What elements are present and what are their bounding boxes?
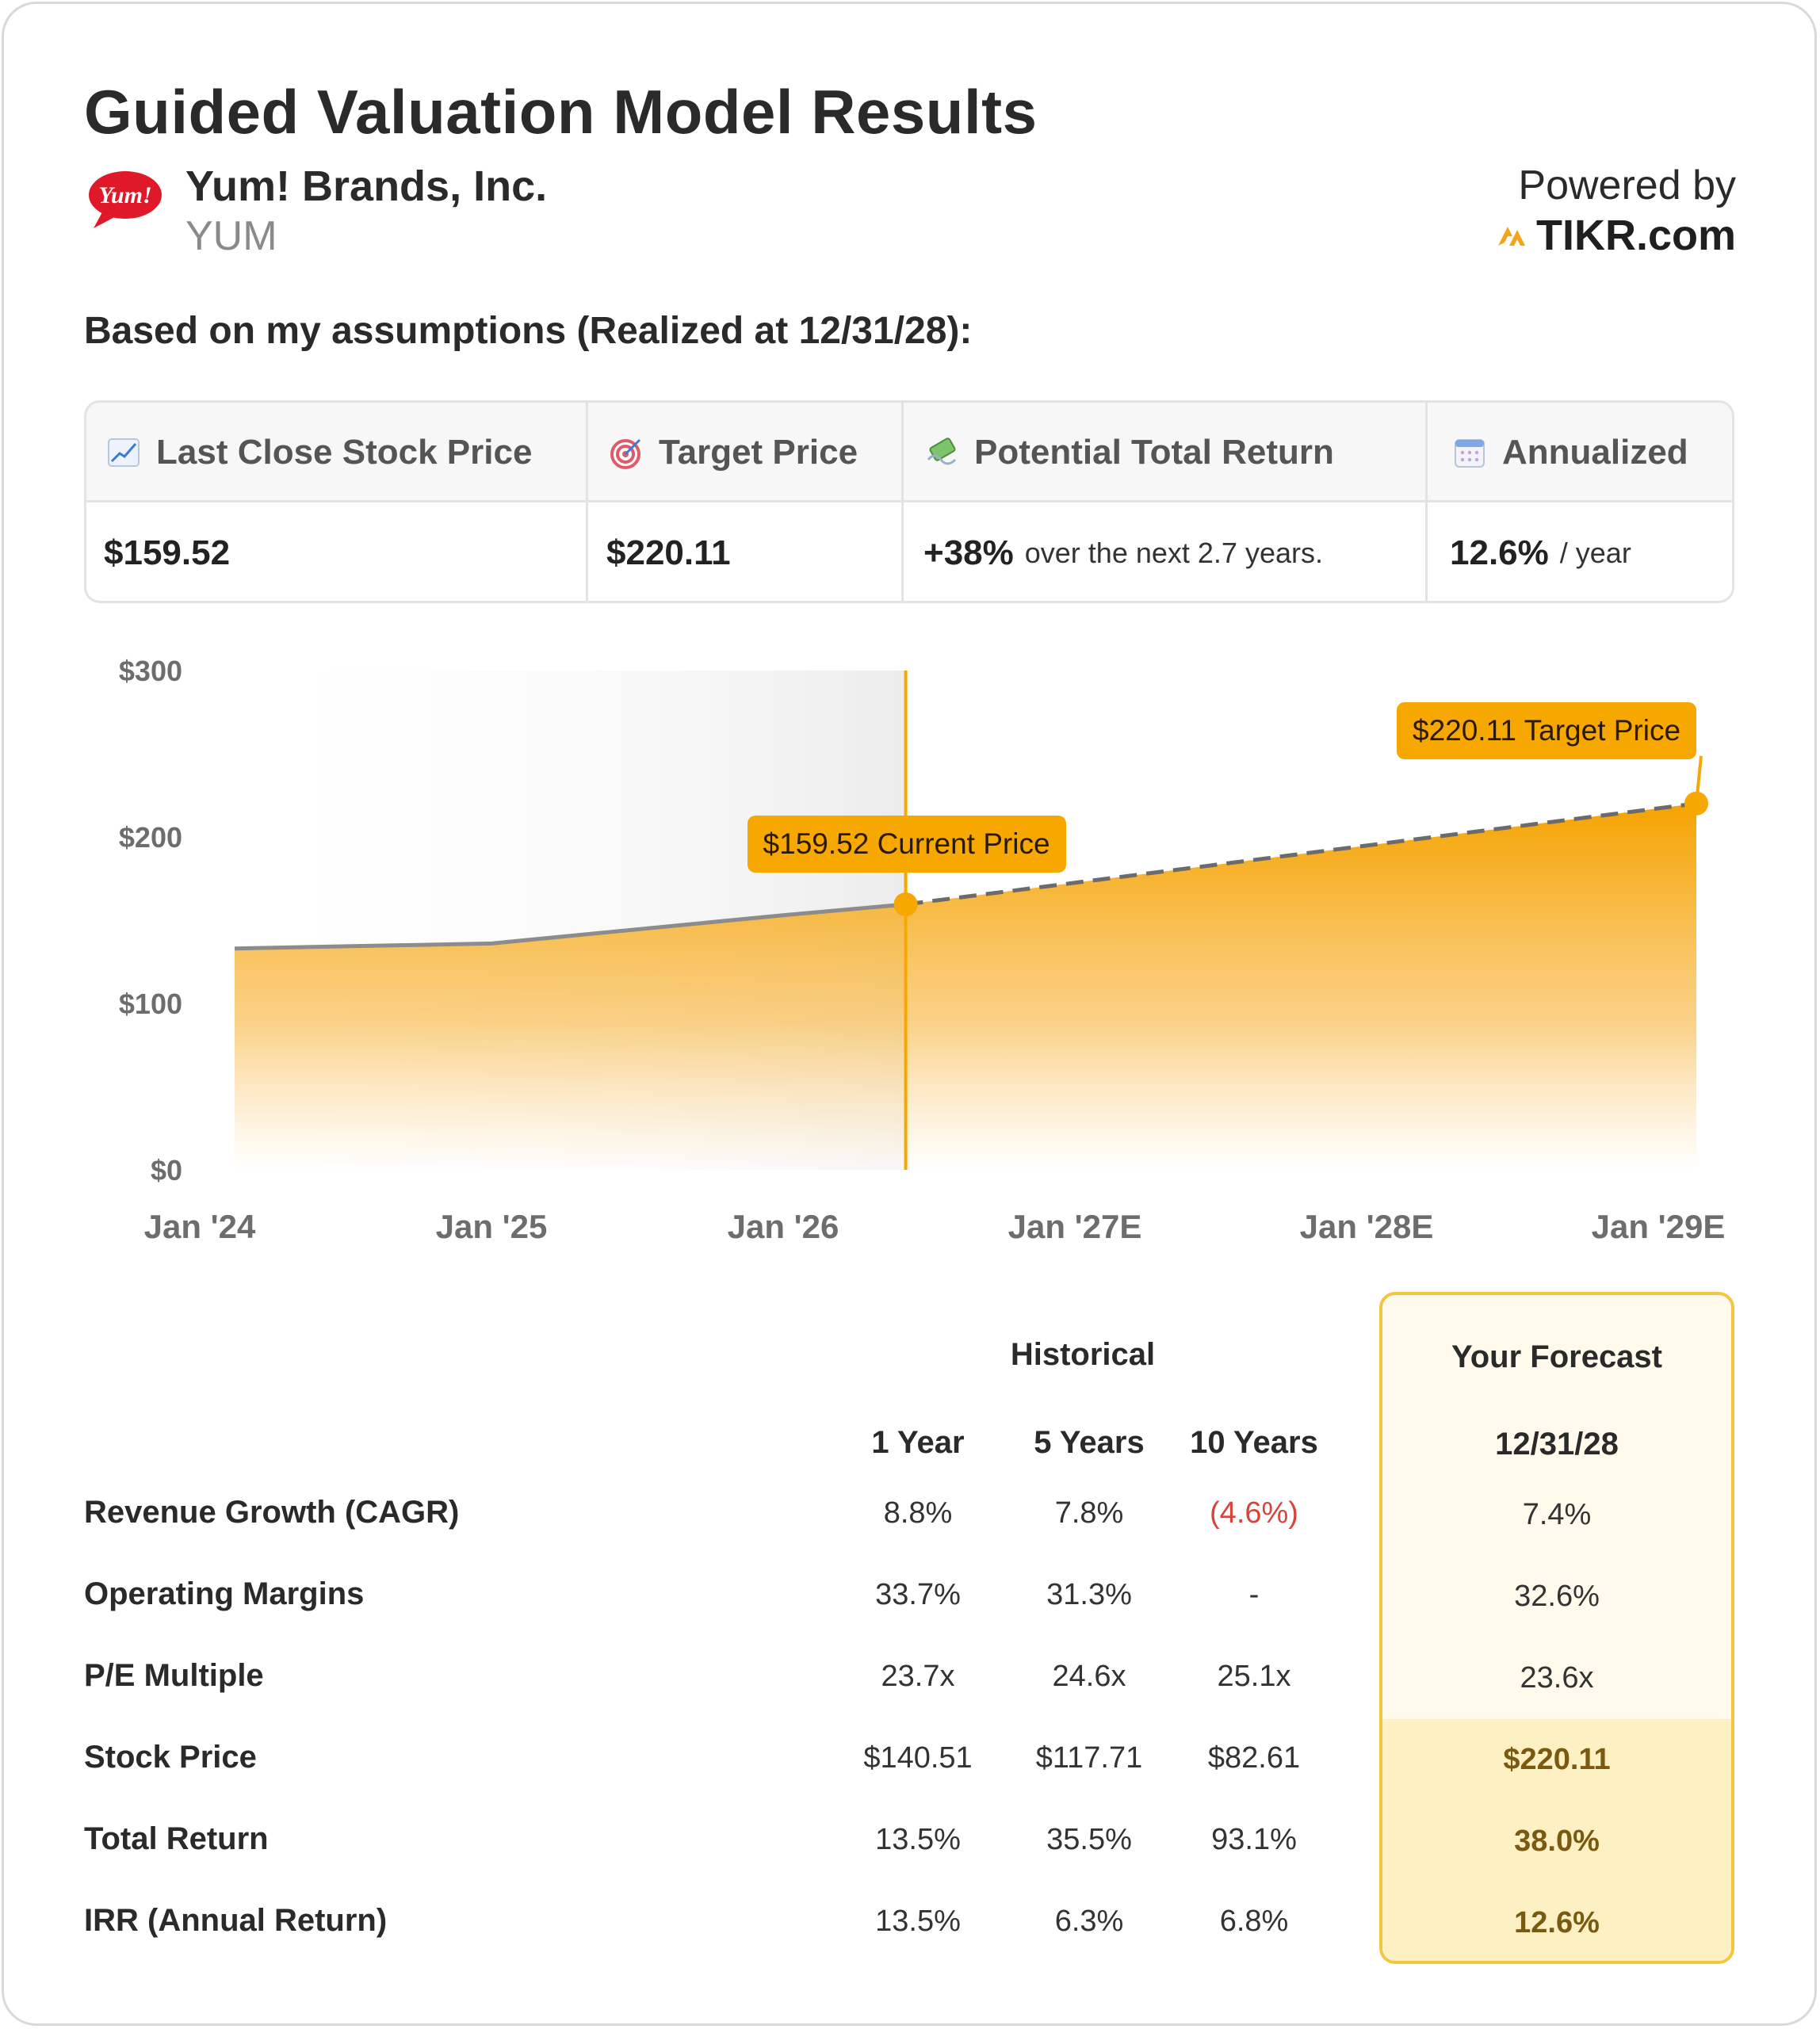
- annualized-percent: 12.6%: [1450, 533, 1549, 572]
- powered-by-label: Powered by: [1518, 162, 1736, 208]
- target-callout-connector: [1695, 755, 1703, 804]
- column-divider: [586, 403, 588, 601]
- chart-increasing-icon: [108, 438, 140, 467]
- header-target-price-label: Target Price: [659, 433, 858, 472]
- x-tick-label: Jan '28E: [1299, 1208, 1434, 1245]
- table-cell: 7.8%: [1054, 1496, 1124, 1530]
- header-potential-return-label: Potential Total Return: [974, 433, 1334, 472]
- x-tick-label: Jan '29E: [1591, 1208, 1726, 1245]
- y-tick-label: $100: [118, 988, 182, 1020]
- value-annualized: 12.6% / year: [1450, 502, 1631, 601]
- svg-text:Yum!: Yum!: [98, 182, 151, 208]
- value-potential-return: +38% over the next 2.7 years.: [923, 502, 1323, 601]
- assumptions-heading: Based on my assumptions (Realized at 12/…: [84, 310, 973, 352]
- forecast-highlight: [1382, 1719, 1731, 1961]
- row-label: Revenue Growth (CAGR): [84, 1495, 460, 1530]
- forecast-price-line: [905, 801, 1697, 907]
- header-potential-return: Potential Total Return: [925, 403, 1334, 502]
- x-tick-label: Jan '24: [143, 1208, 256, 1245]
- col-header-5-years: 5 Years: [1034, 1425, 1145, 1460]
- forecast-cell: 12.6%: [1514, 1906, 1600, 1939]
- historical-group-header: Historical: [1010, 1337, 1156, 1372]
- x-tick-label: Jan '26: [727, 1208, 839, 1245]
- target-price-callout: $220.11 Target Price: [1397, 701, 1697, 759]
- target-price-point: [1684, 791, 1708, 816]
- table-cell: 25.1x: [1217, 1660, 1291, 1693]
- company-ticker: YUM: [185, 213, 277, 259]
- yum-logo: Yum!: [86, 166, 165, 233]
- table-cell: (4.6%): [1210, 1496, 1298, 1530]
- row-label: Total Return: [84, 1821, 269, 1856]
- col-header-1-year: 1 Year: [871, 1425, 965, 1460]
- forecast-cell: 23.6x: [1520, 1661, 1594, 1695]
- table-cell: 33.7%: [875, 1578, 961, 1611]
- table-cell: 24.6x: [1052, 1660, 1126, 1693]
- tikr-logo-icon: [1497, 227, 1525, 246]
- value-target-price: $220.11: [606, 533, 731, 572]
- target-icon: [610, 438, 641, 469]
- row-label: IRR (Annual Return): [84, 1903, 388, 1938]
- table-cell: $82.61: [1207, 1741, 1301, 1775]
- col-header-10-years: 10 Years: [1190, 1425, 1318, 1460]
- table-cell: 31.3%: [1046, 1578, 1132, 1611]
- header-last-close-label: Last Close Stock Price: [156, 433, 533, 472]
- company-name: Yum! Brands, Inc.: [185, 162, 548, 210]
- table-cell: 93.1%: [1211, 1823, 1297, 1856]
- column-divider: [901, 403, 904, 601]
- return-note: over the next 2.7 years.: [1024, 536, 1323, 569]
- price-chart: [0, 634, 1820, 1268]
- y-tick-label: $0: [150, 1154, 182, 1186]
- forecast-cell: 32.6%: [1514, 1580, 1600, 1613]
- table-cell: 8.8%: [883, 1496, 953, 1530]
- row-label: P/E Multiple: [84, 1658, 264, 1693]
- price-chart-svg: [234, 671, 1708, 1170]
- forecast-group-header: Your Forecast: [1451, 1339, 1662, 1374]
- column-divider: [1425, 403, 1428, 601]
- forecast-cell: $220.11: [1503, 1743, 1611, 1776]
- table-cell: 6.3%: [1054, 1905, 1124, 1938]
- page-title: Guided Valuation Model Results: [84, 77, 1038, 147]
- row-label: Stock Price: [84, 1740, 257, 1775]
- table-cell: 13.5%: [875, 1823, 961, 1856]
- header-annualized: Annualized: [1453, 403, 1688, 502]
- annualized-note: / year: [1559, 536, 1631, 569]
- forecast-cell: 38.0%: [1514, 1825, 1600, 1858]
- historical-price-line: [234, 902, 906, 951]
- row-label: Operating Margins: [84, 1576, 365, 1611]
- forecast-cell: 7.4%: [1522, 1498, 1592, 1531]
- powered-by-brand[interactable]: TIKR.com: [1497, 211, 1736, 260]
- metrics-table: Last Close Stock Price Target Price Pote…: [84, 400, 1734, 603]
- table-cell: $117.71: [1035, 1741, 1143, 1775]
- table-cell: -: [1248, 1578, 1260, 1611]
- y-tick-label: $300: [118, 655, 182, 687]
- price-area: [235, 803, 1696, 1170]
- calendar-icon: [1455, 439, 1485, 468]
- col-header-forecast-date: 12/31/28: [1495, 1427, 1619, 1462]
- value-last-close: $159.52: [104, 533, 231, 572]
- table-cell: 6.8%: [1219, 1905, 1289, 1938]
- header-last-close: Last Close Stock Price: [107, 403, 532, 502]
- current-price-point: [893, 892, 918, 917]
- header-annualized-label: Annualized: [1502, 433, 1688, 472]
- tikr-brand-text: TIKR.com: [1535, 212, 1736, 259]
- x-tick-label: Jan '27E: [1008, 1208, 1142, 1245]
- y-tick-label: $200: [118, 821, 182, 854]
- money-with-wings-icon: [927, 438, 957, 465]
- table-cell: 35.5%: [1046, 1823, 1132, 1856]
- forecast-panel: [1379, 1292, 1734, 1964]
- table-cell: $140.51: [863, 1741, 973, 1775]
- table-cell: 23.7x: [881, 1660, 955, 1693]
- header-target-price: Target Price: [610, 403, 858, 502]
- x-tick-label: Jan '25: [435, 1208, 548, 1245]
- return-percent: +38%: [923, 533, 1014, 572]
- current-price-callout: $159.52 Current Price: [747, 816, 1066, 873]
- table-cell: 13.5%: [875, 1905, 961, 1938]
